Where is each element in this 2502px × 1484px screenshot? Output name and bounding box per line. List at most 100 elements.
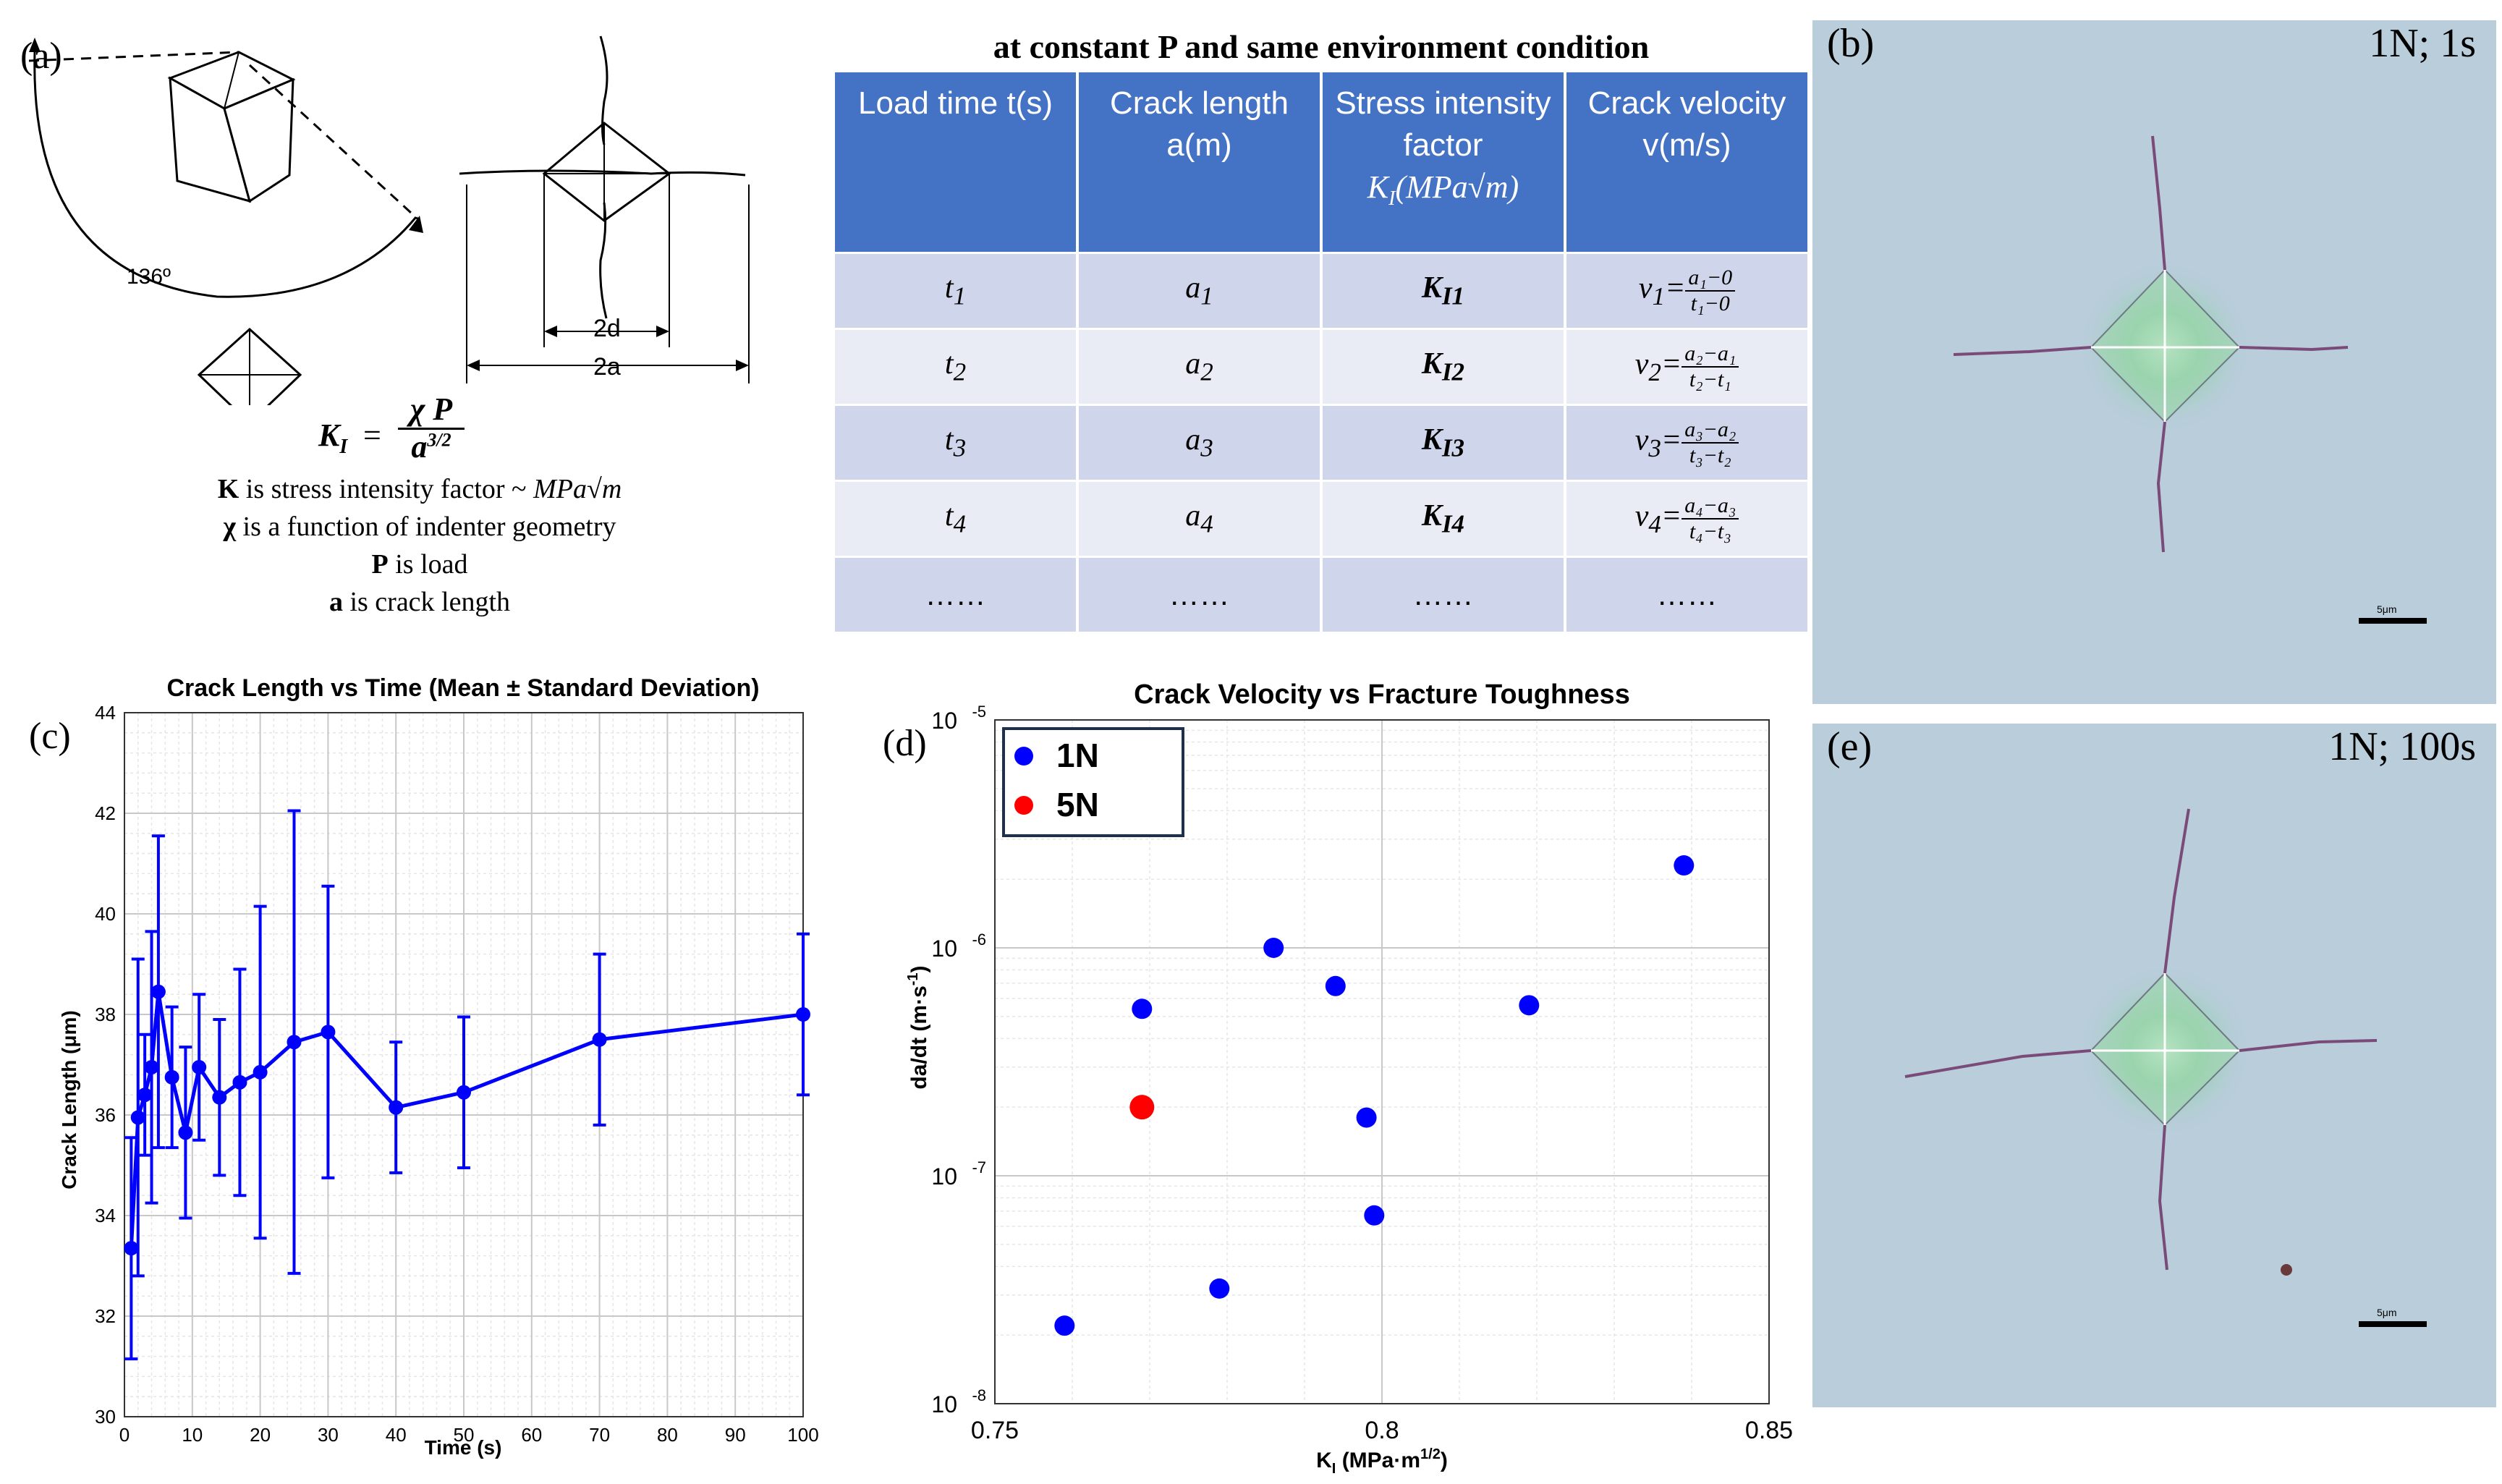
y-tick-label: 42	[95, 802, 116, 824]
dim-2a-label: 2a	[593, 353, 621, 381]
data-point	[457, 1085, 471, 1100]
data-point	[389, 1100, 404, 1115]
y-tick-label: 36	[95, 1104, 116, 1126]
data-point	[178, 1125, 193, 1140]
y-tick-exponent: -7	[972, 1158, 986, 1176]
table-row: t2 a2 KI2 v2= a₂−a₁ t₂−t₁	[832, 328, 1810, 405]
data-point	[796, 1007, 810, 1022]
x-tick-label: 10	[182, 1424, 203, 1446]
y-tick-exponent: -8	[972, 1386, 986, 1404]
note-chi: χ is a function of indenter geometry	[223, 512, 616, 542]
scale-bar-e-label: 5μm	[2377, 1307, 2397, 1318]
data-point	[232, 1074, 247, 1090]
y-tick-exponent: -6	[972, 930, 986, 949]
data-point-1n	[1364, 1205, 1385, 1226]
note-p: P is load	[371, 549, 468, 580]
y-tick-label: 40	[95, 903, 116, 925]
note-a: a is crack length	[328, 587, 511, 617]
panel-c-label: (c)	[29, 716, 71, 757]
data-point	[192, 1059, 207, 1074]
x-tick-label: 0.8	[1365, 1417, 1399, 1444]
micrograph-e: (e) 1N; 100s 5μm	[1812, 724, 2496, 1407]
micrograph-e-label: (e)	[1827, 724, 1873, 769]
panel-a-label: (a)	[20, 35, 62, 77]
scale-bar-e	[2359, 1321, 2427, 1327]
header-load-time: Load time t(s)	[832, 72, 1079, 253]
chart-crack-length: Crack Length vs Time (Mean ± Standard De…	[58, 674, 819, 1459]
scale-bar-b-label: 5μm	[2377, 603, 2397, 615]
dim-2d-label: 2d	[593, 315, 621, 342]
data-point	[164, 1069, 179, 1085]
table-row: t1 a1 KI1 v1= a₁−0 t₁−0	[832, 252, 1810, 329]
chart-velocity: Crack Velocity vs Fracture Toughness KI …	[905, 679, 1793, 1477]
micrograph-b: (b) 1N; 1s 5μm	[1812, 20, 2496, 704]
x-tick-label: 40	[386, 1424, 407, 1446]
data-point	[150, 984, 166, 999]
chart-d-title: Crack Velocity vs Fracture Toughness	[1134, 679, 1630, 710]
x-tick-label: 0	[119, 1424, 130, 1446]
micrograph-e-title: 1N; 100s	[2328, 724, 2476, 769]
x-tick-label: 60	[521, 1424, 542, 1446]
y-tick-label: 34	[95, 1205, 116, 1226]
x-tick-label: 30	[318, 1424, 339, 1446]
legend-5n-label: 5N	[1056, 786, 1099, 823]
data-point-1n	[1674, 855, 1695, 876]
legend-1n-marker	[1014, 747, 1033, 766]
data-point	[144, 1059, 159, 1074]
header-crack-length: Crack length a(m)	[1076, 72, 1323, 253]
chart-d-ylabel: da/dt (m·s-1)	[905, 965, 931, 1089]
chart-c-ylabel: Crack Length (μm)	[58, 1010, 80, 1189]
angle-label: 136º	[127, 265, 171, 289]
x-tick-label: 70	[589, 1424, 610, 1446]
x-tick-label: 50	[454, 1424, 475, 1446]
x-tick-label: 90	[725, 1424, 746, 1446]
y-tick-label: 30	[95, 1406, 116, 1428]
header-stress-intensity: Stress intensity factor KI(MPa√m)	[1320, 72, 1566, 253]
x-tick-label: 100	[787, 1424, 818, 1446]
y-tick-label: 10	[931, 1163, 957, 1190]
data-point	[287, 1035, 302, 1050]
data-point	[212, 1090, 227, 1105]
data-point-1n	[1054, 1315, 1075, 1336]
formula-notes: K is stress intensity factor ~ MPa√m χ i…	[116, 470, 724, 621]
indenter-diagram: 136º 2d 2a	[28, 35, 750, 405]
x-tick-label: 80	[657, 1424, 678, 1446]
data-point-1n	[1519, 995, 1540, 1016]
scale-bar-b	[2359, 618, 2427, 624]
y-tick-label: 32	[95, 1305, 116, 1327]
y-tick-exponent: -5	[972, 703, 986, 721]
chart-d-xlabel: KI (MPa·m1/2)	[1316, 1446, 1448, 1477]
x-tick-label: 20	[250, 1424, 271, 1446]
y-tick-label: 10	[931, 936, 957, 962]
data-point-1n	[1209, 1278, 1230, 1299]
chart-c-xlabel: Time (s)	[425, 1436, 502, 1459]
data-point	[253, 1064, 268, 1080]
plot-frame	[994, 719, 1770, 1404]
y-tick-label: 10	[931, 708, 957, 734]
data-point	[124, 1241, 139, 1256]
data-point	[592, 1032, 607, 1047]
data-point-1n	[1132, 998, 1153, 1019]
data-point-1n	[1325, 975, 1346, 996]
table-title: at constant P and same environment condi…	[993, 28, 1650, 65]
note-k: K is stress intensity factor ~ MPa√m	[217, 474, 622, 504]
data-point	[321, 1025, 336, 1040]
table-row: t4 a4 KI4 v4= a₄−a₃ t₄−t₃	[832, 480, 1810, 557]
x-tick-label: 0.75	[971, 1417, 1019, 1444]
micrograph-b-label: (b)	[1827, 21, 1875, 66]
data-point-1n	[1356, 1107, 1377, 1128]
micrograph-b-title: 1N; 1s	[2369, 21, 2476, 66]
data-point	[130, 1110, 145, 1125]
x-tick-label: 0.85	[1745, 1417, 1793, 1444]
chart-d-legend: 1N 5N	[1002, 727, 1184, 837]
legend-5n-marker	[1014, 796, 1033, 815]
data-point-5n	[1129, 1095, 1155, 1120]
crack-table: Load time t(s) Crack length a(m) Stress …	[832, 72, 1810, 632]
chart-c-title: Crack Length vs Time (Mean ± Standard De…	[166, 674, 759, 702]
header-crack-velocity: Crack velocity v(m/s)	[1564, 72, 1810, 253]
table-row: t3 a3 KI3 v3= a₃−a₂ t₃−t₂	[832, 404, 1810, 481]
panel-d-label: (d)	[883, 723, 927, 764]
y-tick-label: 38	[95, 1004, 116, 1025]
y-tick-label: 44	[95, 702, 116, 724]
data-point-1n	[1263, 938, 1284, 958]
